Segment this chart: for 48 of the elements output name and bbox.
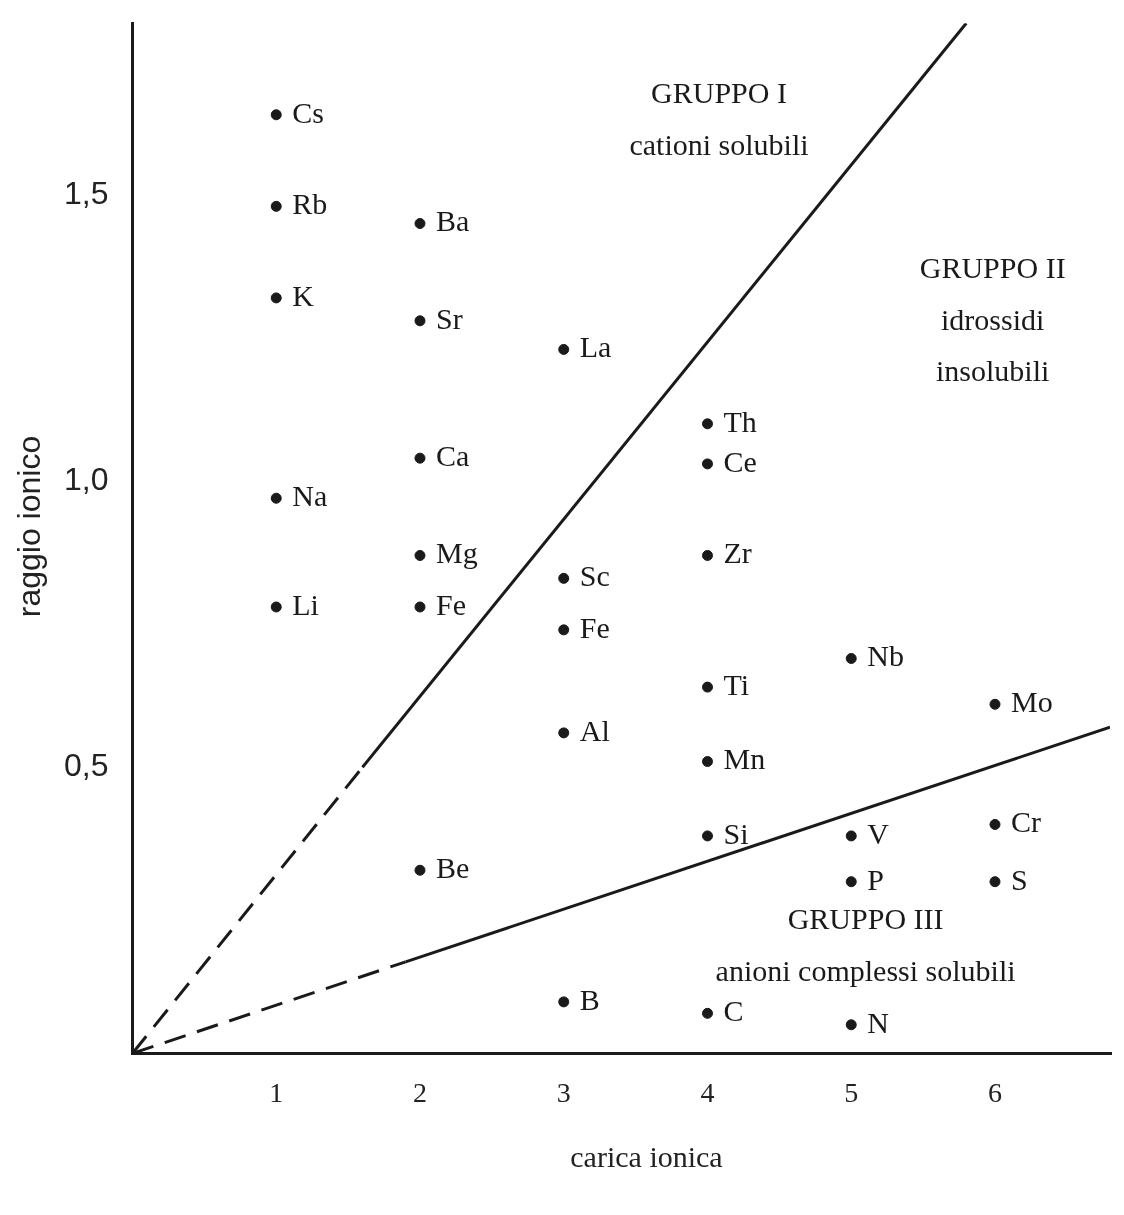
data-label: Ti xyxy=(723,667,750,701)
annotation: GRUPPO III xyxy=(787,902,944,936)
data-label: Mg xyxy=(435,536,478,570)
y-tick-label: 1,5 xyxy=(64,174,109,211)
annotation: insolubili xyxy=(936,354,1050,388)
data-label: Mn xyxy=(723,742,766,776)
data-label: Ca xyxy=(435,439,470,473)
x-tick-label: 5 xyxy=(844,1076,859,1108)
data-label: Na xyxy=(292,479,328,513)
data-label: Nb xyxy=(867,639,904,673)
annotation: anioni complessi solubili xyxy=(715,953,1016,987)
data-label: Fe xyxy=(579,610,610,644)
data-label: Cr xyxy=(1011,805,1042,839)
data-label: Rb xyxy=(292,187,328,221)
data-label: K xyxy=(292,278,315,312)
data-label: S xyxy=(1011,862,1028,896)
data-label: Ba xyxy=(435,204,470,238)
data-label: Be xyxy=(435,851,470,885)
data-label: Th xyxy=(723,404,757,438)
data-label: Al xyxy=(579,713,610,747)
data-label: N xyxy=(867,1005,889,1039)
data-label: C xyxy=(723,994,744,1028)
y-tick-label: 1,0 xyxy=(64,460,109,497)
data-label: Si xyxy=(723,816,749,850)
x-axis-title: carica ionica xyxy=(569,1140,724,1174)
y-tick-label: 0,5 xyxy=(64,747,109,784)
data-label: Fe xyxy=(435,587,466,621)
annotation: GRUPPO II xyxy=(919,251,1066,285)
data-label: B xyxy=(579,982,600,1016)
x-tick-label: 2 xyxy=(412,1076,427,1108)
data-label: Cs xyxy=(292,95,324,129)
annotation: GRUPPO I xyxy=(651,76,787,110)
data-label: Mo xyxy=(1011,685,1053,719)
data-label: La xyxy=(579,330,612,364)
y-axis-title: raggio ionico xyxy=(11,435,49,617)
annotation: idrossidi xyxy=(941,302,1045,336)
data-label: V xyxy=(867,816,890,850)
data-label: Zr xyxy=(723,536,752,570)
data-label: Li xyxy=(292,587,319,621)
data-label: Sc xyxy=(579,559,610,593)
x-tick-label: 3 xyxy=(556,1076,571,1108)
data-label: Ce xyxy=(723,444,757,478)
data-label: P xyxy=(867,862,884,896)
x-tick-label: 4 xyxy=(700,1076,715,1108)
data-label: Sr xyxy=(435,301,463,335)
x-tick-label: 1 xyxy=(269,1076,284,1108)
x-tick-label: 6 xyxy=(988,1076,1002,1108)
annotation: cationi solubili xyxy=(629,127,809,161)
